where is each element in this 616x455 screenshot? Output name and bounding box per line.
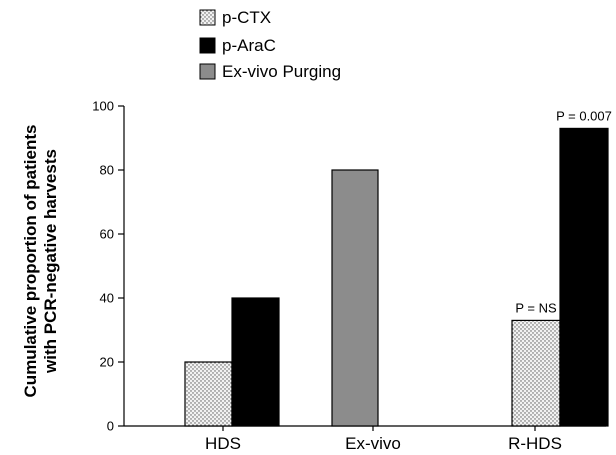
bar-ex-vivo-purging-ex-vivo [331,169,379,427]
y-axis-title: Cumulative proportion of patients with P… [21,125,60,398]
bar-p-ctx-r-hds [511,319,561,427]
legend-item-p-arac: p-AraC [199,36,276,55]
legend-label-ex-vivo-purging: Ex-vivo Purging [222,62,341,81]
y-tick-label: 0 [107,419,114,434]
legend-item-p-ctx: p-CTX [199,8,271,27]
annotation-p-ctx-r-hds: P = NS [515,300,557,315]
legend-label-p-ctx: p-CTX [222,8,271,27]
bar-p-ctx-hds [184,361,233,427]
y-tick-label: 40 [100,291,114,306]
legend-swatch-p-arac [199,37,216,54]
y-tick-label: 80 [100,163,114,178]
x-category-label-r-hds: R-HDS [508,434,562,453]
y-axis-ticks: 0 20 40 60 80 100 [92,99,124,434]
x-axis-labels: HDS Ex-vivo R-HDS [205,426,562,453]
legend: p-CTX p-AraC Ex-vivo Purging [199,8,341,81]
legend-label-p-arac: p-AraC [222,36,276,55]
y-tick-label: 20 [100,355,114,370]
annotations: P = NS P = 0.007 [515,108,612,315]
annotation-p-arac-r-hds: P = 0.007 [556,108,612,123]
bars [184,127,609,427]
bar-p-arac-r-hds [559,127,609,427]
y-axis-title-line-1: Cumulative proportion of patients [21,125,40,398]
legend-swatch-p-ctx [199,9,216,26]
x-category-label-hds: HDS [205,434,241,453]
y-tick-label: 100 [92,99,114,114]
x-category-label-ex-vivo: Ex-vivo [345,434,401,453]
y-tick-label: 60 [100,227,114,242]
legend-item-ex-vivo-purging: Ex-vivo Purging [199,62,341,81]
legend-swatch-ex-vivo-purging [199,63,216,80]
bar-p-arac-hds [231,297,280,427]
y-axis-title-line-2: with PCR-negative harvests [41,149,60,374]
